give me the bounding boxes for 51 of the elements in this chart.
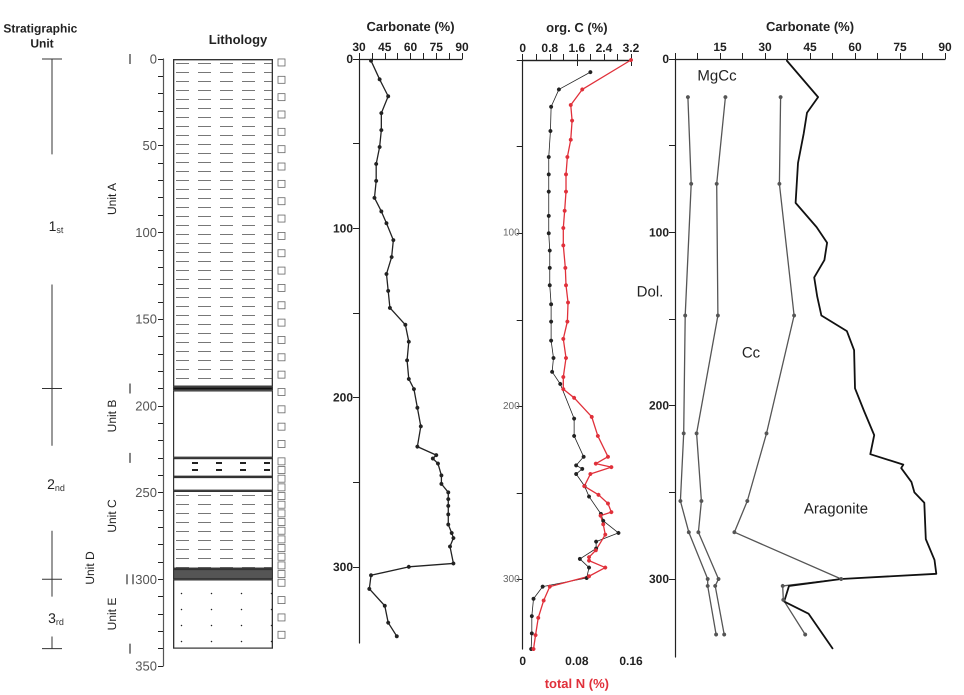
- text: Dol.: [636, 284, 664, 300]
- text: Unit C: [105, 499, 119, 533]
- y-tick-label: 200: [332, 390, 354, 405]
- text: Unit E: [105, 598, 119, 630]
- x-tick-label: 45: [378, 40, 392, 54]
- x-axis-title: Carbonate (%): [366, 19, 455, 34]
- y-tick-label: 100: [502, 228, 520, 239]
- text: Stratigraphic Unit: [3, 22, 81, 50]
- x-axis-title: Carbonate (%): [766, 19, 854, 34]
- y-tick-label: 200: [648, 398, 670, 413]
- y-tick-label: 100: [648, 225, 670, 240]
- x-tick-label: 45: [803, 40, 817, 54]
- x-tick-label: 90: [938, 40, 952, 54]
- y-tick-label: 150: [135, 312, 157, 327]
- text: Unit A: [105, 182, 119, 216]
- annotation: Aragonite: [804, 500, 868, 518]
- y-tick-label: 0: [346, 52, 354, 66]
- text: Unit B: [105, 400, 119, 432]
- y-tick-label: 300: [135, 572, 157, 587]
- x-tick-label: 30: [352, 40, 366, 54]
- x-axis-title: total N (%): [544, 676, 609, 691]
- chart-title: Lithology: [208, 32, 268, 47]
- x-tick-label: 60: [404, 40, 418, 54]
- annotation: MgCc: [697, 68, 738, 84]
- x-tick-label: 0.08: [565, 654, 589, 668]
- y-tick-label: 0: [150, 52, 157, 66]
- y-tick-label: 300: [332, 560, 354, 574]
- annotation: Cc: [742, 344, 761, 362]
- y-tick-label: 100: [332, 221, 354, 236]
- x-tick-label: 0.16: [619, 654, 643, 668]
- x-tick-label: 75: [893, 40, 907, 54]
- x-tick-label: 15: [713, 40, 727, 54]
- x2-tick-label: 1.6: [568, 41, 586, 55]
- y-tick-label: 300: [648, 572, 670, 586]
- x2-axis-title: org. C (%): [546, 20, 608, 35]
- x-tick-label: 75: [430, 40, 444, 54]
- y-tick-label: 100: [135, 224, 157, 240]
- y-tick-label: 350: [135, 658, 157, 674]
- x2-tick-label: 2.4: [596, 41, 613, 55]
- x-tick-label: 30: [758, 40, 772, 54]
- y-tick-label: 0: [662, 52, 670, 66]
- x-tick-label: 60: [848, 40, 862, 54]
- y-tick-label: 200: [502, 400, 520, 412]
- x2-tick-label: 0.8: [541, 41, 558, 55]
- x2-tick-label: 3.2: [622, 41, 640, 55]
- text: Unit D: [83, 551, 97, 585]
- y-tick-label: 200: [135, 398, 157, 414]
- y-tick-label: 50: [142, 138, 157, 154]
- y-tick-label: 300: [502, 574, 520, 586]
- x-tick-label: 90: [455, 40, 469, 54]
- y-tick-label: 250: [135, 485, 157, 500]
